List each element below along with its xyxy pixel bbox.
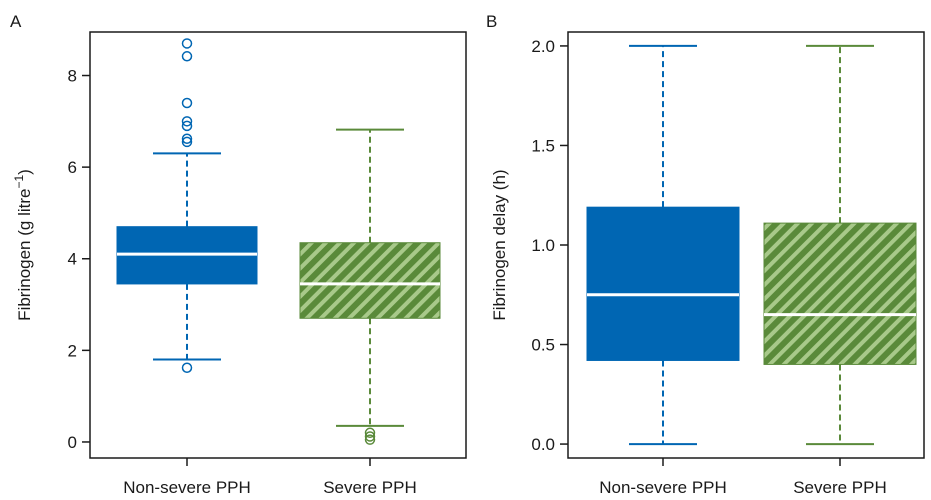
y-tick-label: 1.0 (531, 236, 555, 255)
x-category-label: Non-severe PPH (123, 478, 251, 497)
y-axis-label-superscript: −1 (12, 175, 26, 189)
outlier-point (181, 38, 193, 49)
outlier-point (181, 120, 193, 132)
outlier-point (181, 97, 193, 109)
y-axis-label-text: Fibrinogen (g litre (15, 189, 34, 321)
panel-letter: B (486, 12, 497, 31)
y-axis-label-text: Fibrinogen delay (h) (490, 169, 509, 320)
outlier-point (364, 431, 376, 442)
y-tick-label: 1.5 (531, 136, 555, 155)
y-tick-label: 0 (68, 433, 77, 452)
outlier-point (181, 116, 193, 127)
outlier-point (181, 133, 193, 144)
outlier-point (364, 434, 376, 445)
iqr-box (586, 206, 740, 361)
outlier-point (364, 427, 376, 439)
iqr-box (299, 242, 441, 319)
panel-letter: A (10, 12, 22, 31)
outlier-point (181, 51, 193, 62)
panel-a-chart: A 0 2 4 6 8 Fibrinogen (g litre−1) Non-severe P… (10, 12, 467, 497)
x-category-label: Severe PPH (323, 478, 417, 497)
non-severe-boxplot (116, 38, 258, 374)
x-category-label: Non-severe PPH (599, 478, 727, 497)
severe-boxplot (299, 128, 441, 445)
iqr-box (763, 222, 917, 365)
y-tick-label: 0.5 (531, 336, 555, 355)
outlier-point (181, 136, 193, 148)
severe-boxplot (763, 44, 917, 446)
y-tick-label: 0.0 (531, 435, 555, 454)
y-tick-label: 6 (68, 158, 77, 177)
x-category-label: Severe PPH (793, 478, 887, 497)
y-axis-label-close: ) (15, 169, 34, 175)
plot-frame (89, 31, 467, 459)
y-tick-label: 2.0 (531, 37, 555, 56)
y-tick-label: 8 (68, 67, 77, 86)
y-axis-label: Fibrinogen (g litre−1) (12, 169, 34, 321)
panel-b-chart: B 0.0 0.5 1.0 1.5 2.0 Fibrinogen delay (h) Non-… (486, 12, 925, 497)
y-tick-label: 4 (68, 250, 77, 269)
y-axis-label: Fibrinogen delay (h) (490, 169, 509, 320)
outlier-point (181, 362, 193, 374)
non-severe-boxplot (586, 44, 740, 446)
y-tick-label: 2 (68, 341, 77, 360)
